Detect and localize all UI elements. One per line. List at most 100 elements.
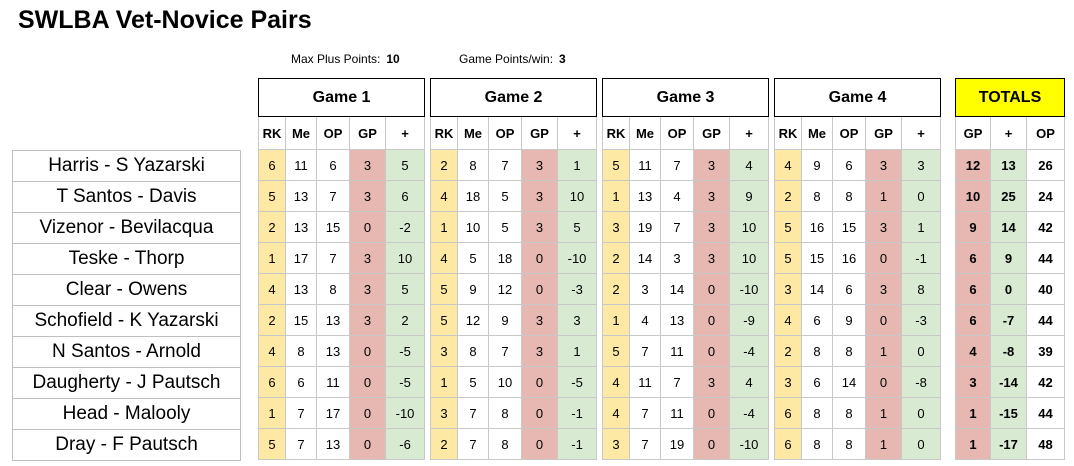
game-1-cell: 13 [316, 335, 350, 367]
game-3-cell: 7 [660, 149, 694, 181]
table-row: 5 9 12 0 -3 [430, 273, 598, 305]
game-3-cell: -10 [728, 273, 770, 305]
table-row: 2 13 15 0 -2 [258, 211, 426, 243]
game-1-cell: 17 [285, 242, 317, 274]
totals-cell: -15 [990, 397, 1027, 429]
game-4-cell: 14 [801, 273, 833, 305]
column-header: RK [430, 116, 458, 150]
game-3-cell: 4 [728, 366, 770, 398]
table-row: 6 -7 44 [955, 304, 1065, 336]
game-3-cell: 11 [660, 397, 694, 429]
game-1-cell: 1 [258, 242, 286, 274]
table-row: 4 7 11 0 -4 [602, 397, 770, 429]
game-2-cell: 7 [488, 149, 522, 181]
game-2-cell: 3 [521, 180, 558, 212]
totals-table: TOTALS GP + OP 12 13 26 10 25 24 9 14 42 6 9 44 6 0 40 6 -7 4… [955, 78, 1065, 460]
game-3-cell: 14 [660, 273, 694, 305]
game-4-title: Game 4 [773, 78, 942, 117]
game-1-cell: 5 [384, 273, 426, 305]
game-4-cell: 0 [900, 397, 942, 429]
totals-cell: 6 [955, 273, 991, 305]
column-header: RK [258, 116, 286, 150]
game-1-cell: 8 [316, 273, 350, 305]
game-2-cell: 1 [430, 366, 458, 398]
game-4-cell: 8 [900, 273, 942, 305]
pair-name: Schofield - K Yazarski [12, 305, 241, 337]
game-1-cell: 2 [384, 304, 426, 336]
game-3-cell: 19 [660, 428, 694, 460]
game-4-cell: 8 [801, 335, 833, 367]
game-4-cell: 9 [801, 149, 833, 181]
totals-cell: -8 [990, 335, 1027, 367]
column-header: OP [1026, 116, 1065, 150]
game-3-cell: 9 [728, 180, 770, 212]
pair-name: Daugherty - J Pautsch [12, 367, 241, 399]
table-row: 4 6 9 0 -3 [774, 304, 942, 336]
game-4-cell: 16 [801, 211, 833, 243]
column-header: + [728, 116, 770, 150]
game-2-cell: 1 [556, 149, 598, 181]
column-header: GP [693, 116, 730, 150]
totals-cell: 0 [990, 273, 1027, 305]
table-row: 2 14 3 3 10 [602, 242, 770, 274]
game-3-cell: 0 [693, 397, 730, 429]
game-points-label: Game Points/win: [459, 52, 554, 66]
game-3-cell: 3 [629, 273, 661, 305]
game-3-cell: 7 [660, 366, 694, 398]
game-1-cell: 6 [258, 366, 286, 398]
game-2-cell: 3 [521, 304, 558, 336]
table-row: 1 13 4 3 9 [602, 180, 770, 212]
game-2-cell: 12 [488, 273, 522, 305]
game-3-cell: 13 [629, 180, 661, 212]
game-1-cell: 2 [258, 211, 286, 243]
game-4-cell: 0 [865, 304, 902, 336]
game-2-cell: 5 [457, 366, 489, 398]
game-2-cell: -10 [556, 242, 598, 274]
game-4-cell: 6 [774, 428, 802, 460]
table-row: 4 13 8 3 5 [258, 273, 426, 305]
game-3-cell: 11 [629, 149, 661, 181]
table-row: 6 11 6 3 5 [258, 149, 426, 181]
table-row: 5 16 15 3 1 [774, 211, 942, 243]
game-2-cell: 5 [430, 304, 458, 336]
game-2-cell: 7 [488, 335, 522, 367]
table-row: 9 14 42 [955, 211, 1065, 243]
game-1-cell: 6 [384, 180, 426, 212]
game-3-cell: 7 [660, 211, 694, 243]
game-2-cell: 4 [430, 180, 458, 212]
game-4-cell: 3 [865, 211, 902, 243]
game-2-cell: 7 [457, 397, 489, 429]
pair-name: N Santos - Arnold [12, 336, 241, 368]
table-row: 5 7 13 0 -6 [258, 428, 426, 460]
game-2-cell: 10 [488, 366, 522, 398]
game-1-cell: 5 [384, 149, 426, 181]
game-4-cell: 8 [801, 397, 833, 429]
game-1-cell: 0 [349, 428, 386, 460]
game-4-cell: 1 [900, 211, 942, 243]
totals-cell: 6 [955, 242, 991, 274]
game-1-cell: 13 [316, 428, 350, 460]
column-header: + [384, 116, 426, 150]
game-1-cell: -2 [384, 211, 426, 243]
game-3-cell: 1 [602, 180, 630, 212]
game-2-cell: 10 [457, 211, 489, 243]
game-2-cell: 7 [457, 428, 489, 460]
game-4-cell: 3 [900, 149, 942, 181]
game-1-cell: 11 [285, 149, 317, 181]
table-row: 6 6 11 0 -5 [258, 366, 426, 398]
game-4-cell: 3 [774, 273, 802, 305]
pair-names-column: Harris - S Yazarski T Santos - Davis Viz… [12, 150, 241, 461]
game-3-cell: 7 [629, 397, 661, 429]
game-4-table: Game 4 RK Me OP GP +4 9 6 3 3 2 8 8 1 0 5 16 15 3 1 5 15 16 0 -1… [773, 78, 942, 460]
game-2-cell: -1 [556, 428, 598, 460]
game-4-cell: -3 [900, 304, 942, 336]
game-2-cell: -1 [556, 397, 598, 429]
game-4-cell: 2 [774, 180, 802, 212]
game-3-cell: 11 [629, 366, 661, 398]
table-row: 3 14 6 3 8 [774, 273, 942, 305]
game-3-cell: 7 [629, 335, 661, 367]
game-4-cell: 6 [801, 366, 833, 398]
totals-cell: 44 [1026, 242, 1065, 274]
